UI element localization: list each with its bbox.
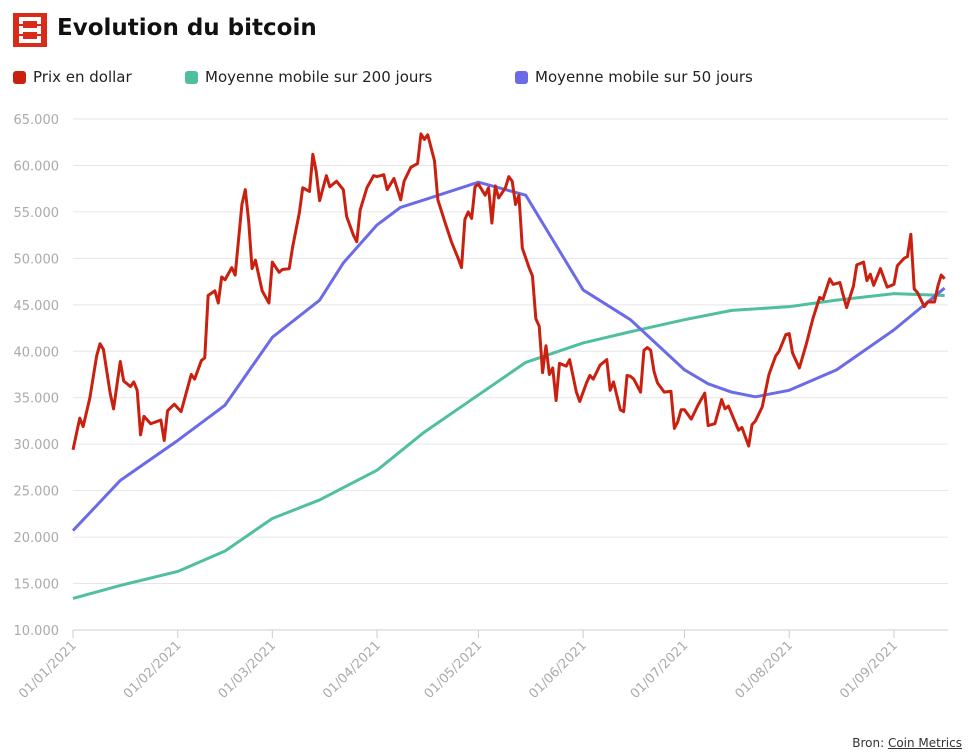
x-tick-label: 01/08/2021 (732, 638, 796, 702)
source: Bron: Coin Metrics (852, 736, 962, 750)
series-line (72, 292, 945, 600)
x-tick-label: 01/02/2021 (121, 638, 185, 702)
legend-item: Prix en dollar (13, 68, 132, 86)
source-label: Bron: (852, 736, 885, 750)
y-tick-label: 25.000 (14, 485, 60, 500)
series-line (71, 180, 946, 532)
y-tick-label: 60.000 (14, 159, 60, 174)
y-tick-label: 20.000 (14, 531, 60, 546)
legend: Prix en dollar Moyenne mobile sur 200 jou… (13, 68, 963, 90)
y-tick-label: 30.000 (14, 438, 60, 453)
y-tick-label: 45.000 (14, 299, 60, 314)
legend-label: Prix en dollar (33, 68, 132, 86)
legend-item: Moyenne mobile sur 50 jours (515, 68, 753, 86)
logo-icon (16, 17, 44, 43)
x-tick-label: 01/05/2021 (422, 638, 486, 702)
y-tick-label: 55.000 (14, 206, 60, 221)
y-tick-label: 35.000 (14, 392, 60, 407)
legend-label: Moyenne mobile sur 50 jours (535, 68, 753, 86)
x-tick-label: 01/03/2021 (216, 638, 280, 702)
title: Evolution du bitcoin (57, 15, 317, 41)
x-tick-label: 01/01/2021 (16, 638, 80, 702)
legend-swatch (515, 70, 528, 84)
logo (13, 13, 47, 47)
x-tick-label: 01/09/2021 (837, 638, 901, 702)
x-tick-label: 01/07/2021 (628, 638, 692, 702)
y-tick-label: 10.000 (14, 624, 60, 639)
legend-label: Moyenne mobile sur 200 jours (205, 68, 433, 86)
y-tick-label: 50.000 (14, 252, 60, 267)
series-line (71, 132, 946, 451)
legend-swatch (13, 70, 26, 84)
y-tick-label: 65.000 (14, 113, 60, 128)
legend-item: Moyenne mobile sur 200 jours (185, 68, 432, 86)
y-tick-label: 15.000 (14, 578, 60, 593)
source-link[interactable]: Coin Metrics (887, 736, 962, 750)
x-tick-label: 01/04/2021 (320, 638, 384, 702)
y-tick-label: 40.000 (14, 345, 60, 360)
x-tick-label: 01/06/2021 (526, 638, 590, 702)
legend-swatch (185, 70, 198, 84)
chart: 10.000 15.000 20.000 25.000 30.000 35.000 40.0… (14, 113, 948, 702)
